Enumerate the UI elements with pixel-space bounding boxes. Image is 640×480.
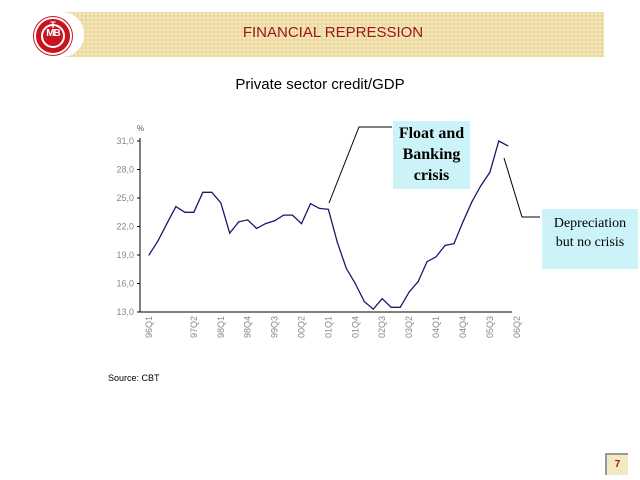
data-point	[372, 308, 374, 310]
x-tick-label: 01Q1	[323, 316, 333, 338]
y-tick-label: 13,0	[116, 307, 134, 317]
data-point	[399, 306, 401, 308]
data-point	[462, 221, 464, 223]
x-tick-label: 99Q3	[270, 316, 280, 338]
data-point	[193, 211, 195, 213]
crisis-leader-line	[328, 126, 392, 204]
data-point	[265, 223, 267, 225]
data-point	[175, 206, 177, 208]
x-tick-label: 02Q3	[377, 316, 387, 338]
data-point	[327, 208, 329, 210]
data-point	[498, 140, 500, 142]
y-tick-label: 19,0	[116, 250, 134, 260]
data-point	[336, 242, 338, 244]
y-tick-label: 16,0	[116, 279, 134, 289]
x-tick-label: 03Q2	[404, 316, 414, 338]
x-tick-label: 05Q3	[485, 316, 495, 338]
x-tick-label: 98Q1	[216, 316, 226, 338]
data-point	[345, 267, 347, 269]
x-tick-label: 06Q2	[512, 316, 522, 338]
x-tick-label: 04Q1	[431, 316, 441, 338]
data-point	[238, 221, 240, 223]
data-point	[390, 306, 392, 308]
header-banner	[62, 12, 604, 57]
annotation-depreciation: Depreciation but no crisis	[542, 209, 638, 269]
data-point	[318, 207, 320, 209]
data-point	[381, 298, 383, 300]
data-point	[256, 227, 258, 229]
y-tick-label: 28,0	[116, 165, 134, 175]
depreciation-leader-line	[503, 157, 540, 218]
data-point	[211, 191, 213, 193]
x-tick-label: 97Q2	[189, 316, 199, 338]
x-tick-label: 00Q2	[296, 316, 306, 338]
data-point	[148, 254, 150, 256]
data-point	[363, 301, 365, 303]
y-axis-label: %	[137, 124, 144, 133]
data-point	[202, 191, 204, 193]
x-tick-label: 98Q4	[243, 316, 253, 338]
data-point	[453, 243, 455, 245]
data-point	[184, 211, 186, 213]
data-point	[444, 244, 446, 247]
data-point	[354, 282, 356, 285]
annotation-float-banking-crisis: Float and Banking crisis	[393, 121, 470, 189]
data-point	[507, 145, 509, 147]
data-point	[247, 219, 249, 221]
data-point	[408, 291, 410, 293]
data-point	[417, 281, 419, 283]
data-point	[157, 240, 159, 242]
chart-title: Private sector credit/GDP	[235, 76, 405, 93]
annotation-line: Float and	[398, 125, 465, 142]
y-tick-label: 22,0	[116, 222, 134, 232]
data-point	[426, 261, 428, 263]
page-title: FINANCIAL REPRESSION	[242, 24, 424, 41]
page-number: 7	[605, 453, 628, 475]
tcmb-logo-icon: T MB	[34, 17, 72, 55]
data-point	[229, 232, 231, 234]
annotation-line: crisis	[413, 167, 450, 184]
annotation-line: Depreciation	[553, 216, 627, 231]
y-tick-label: 31,0	[116, 136, 134, 146]
annotation-line: but no crisis	[555, 235, 625, 250]
data-point	[435, 256, 437, 258]
data-point	[274, 220, 276, 222]
data-point	[309, 203, 312, 205]
data-point	[291, 214, 294, 216]
x-tick-label: 01Q4	[350, 316, 360, 338]
logo-text: MB	[46, 28, 61, 39]
logo-text-top: T	[50, 20, 56, 30]
data-point	[480, 185, 482, 187]
y-tick-label: 25,0	[116, 193, 134, 203]
x-tick-label: 04Q4	[458, 316, 468, 338]
data-point	[220, 202, 222, 204]
data-point	[283, 214, 285, 216]
logo-ring	[41, 24, 65, 48]
data-point	[300, 223, 303, 225]
data-point	[166, 223, 168, 225]
data-point	[489, 171, 491, 173]
data-point	[471, 201, 473, 203]
source-note: Source: CBT	[108, 373, 160, 383]
x-tick-label: 96Q1	[144, 316, 154, 338]
annotation-line: Banking	[402, 146, 461, 163]
